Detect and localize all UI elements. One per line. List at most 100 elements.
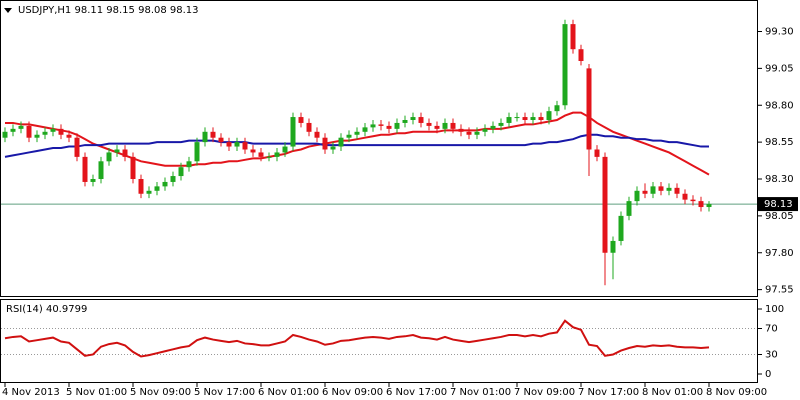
candle-body [122,149,128,157]
candle-body [330,146,336,150]
x-tick-label: 7 Nov 17:00 [578,387,639,398]
price-panel [0,0,758,297]
candle-body [682,193,688,200]
candle-body [146,190,152,194]
price-tag [758,197,798,212]
candle-body [498,122,504,126]
candle-body [210,131,216,138]
candle-body [690,199,696,202]
x-tick-label: 8 Nov 09:00 [706,387,767,398]
candle-body [138,179,144,194]
candle-body [546,111,552,120]
candle-body [322,137,328,150]
candle-body [530,117,536,120]
y-tick-label: 98.55 [765,137,794,148]
x-tick-label: 4 Nov 2013 [2,387,60,398]
y-tick-label: 98.30 [765,174,794,185]
candle-body [194,142,200,162]
candle-body [274,152,280,157]
candle-body [82,156,88,182]
candle-body [706,204,712,208]
x-tick-label: 7 Nov 09:00 [514,387,575,398]
candle-body [10,128,16,132]
candle-body [106,152,112,162]
candle-body [242,142,248,150]
candle-body [674,187,680,194]
candle-body [186,161,192,168]
candle-body [162,181,168,187]
candle-body [282,146,288,153]
price-tag-label: 98.13 [764,199,793,210]
y-tick-label: 97.55 [765,285,794,296]
candle-body [482,128,488,132]
candle-body [586,68,592,150]
candle-body [626,201,632,216]
candle-body [114,149,120,153]
x-tick-label: 5 Nov 09:00 [130,387,191,398]
x-tick-label: 8 Nov 01:00 [642,387,703,398]
candle-body [610,240,616,253]
candle-body [26,125,32,138]
rsi-title: RSI(14) 40.9799 [6,304,87,315]
candle-body [466,131,472,135]
candle-body [234,142,240,147]
chart-title: USDJPY,H1 98.11 98.15 98.08 98.13 [18,5,199,16]
y-tick-label: 97.80 [765,248,794,259]
candle-body [202,131,208,143]
candle-body [218,137,224,143]
candle-body [266,156,272,158]
candle-body [258,152,264,157]
candle-body [666,187,672,191]
candle-body [418,117,424,123]
candle-body [458,128,464,132]
candle-body [306,122,312,132]
menu-arrow [4,8,12,13]
candle-body [450,122,456,129]
candle-body [2,131,8,138]
candle-body [226,142,232,147]
y-tick-label: 70 [765,324,778,335]
candle-body [394,122,400,129]
candle-body [490,125,496,129]
candle-body [434,125,440,129]
candle-body [290,117,296,147]
candle-body [378,124,384,126]
candle-body [338,137,344,147]
candle-body [354,131,360,135]
rsi-panel [0,299,758,383]
candle-body [522,117,528,120]
candle-body [562,24,568,106]
x-tick-label: 7 Nov 01:00 [450,387,511,398]
y-tick-label: 99.30 [765,27,794,38]
candle-body [18,125,24,129]
candle-body [570,24,576,50]
candle-body [98,161,104,179]
candle-body [506,117,512,123]
y-tick-label: 30 [765,350,778,361]
candle-body [154,186,160,191]
candle-body [314,131,320,138]
candle-body [442,122,448,129]
x-tick-label: 6 Nov 09:00 [322,387,383,398]
candle-body [594,149,600,157]
x-tick-label: 5 Nov 01:00 [66,387,127,398]
candle-body [178,167,184,177]
candle-body [370,124,376,128]
candle-body [130,156,136,179]
indicator-line [4,133,709,158]
candle-body [90,179,96,182]
candle-body [170,176,176,182]
candle-body [514,117,520,119]
candle-body [578,49,584,61]
candle-body [538,117,544,120]
candle-body [34,134,40,138]
candle-body [650,186,656,194]
candle-body [74,137,80,157]
candle-body [410,117,416,120]
candle-body [402,120,408,123]
candle-body [346,134,352,138]
candle-body [474,131,480,135]
candle-body [658,186,664,191]
candle-body [298,117,304,123]
candle-body [634,190,640,202]
